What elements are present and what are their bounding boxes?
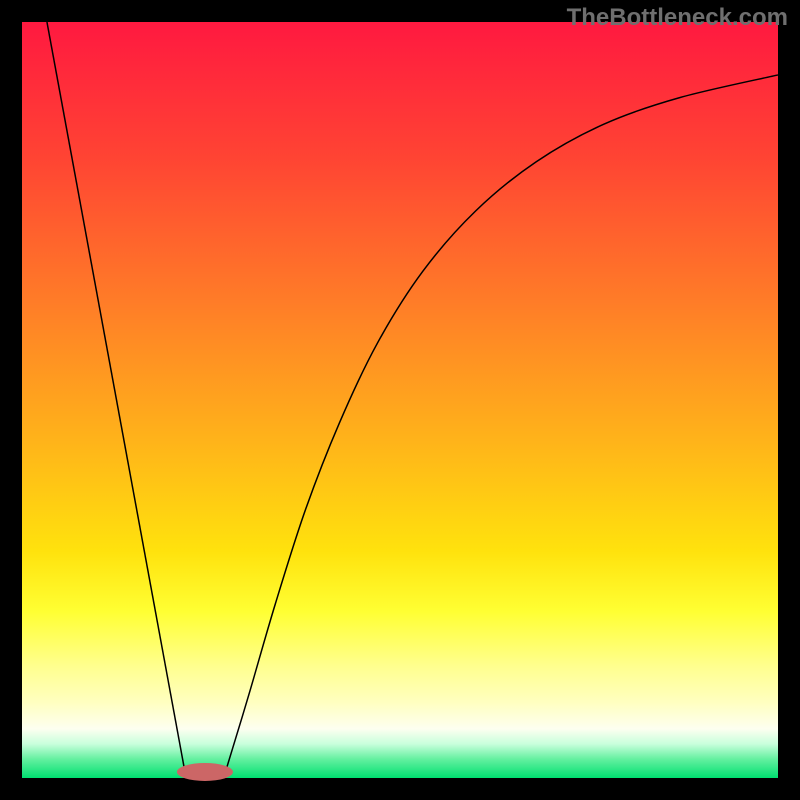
- watermark-text: TheBottleneck.com: [567, 4, 788, 32]
- trough-marker: [177, 763, 233, 781]
- chart-container: TheBottleneck.com: [0, 0, 800, 800]
- bottleneck-chart: [0, 0, 800, 800]
- plot-background: [22, 22, 778, 778]
